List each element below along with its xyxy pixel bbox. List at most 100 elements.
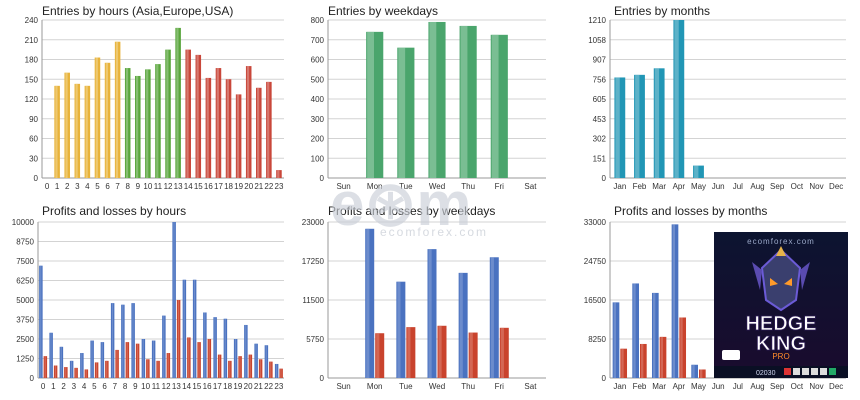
chart-title: Entries by months <box>614 4 710 18</box>
x-tick-label: 15 <box>192 382 201 391</box>
bar-highlight <box>146 69 149 178</box>
bar-highlight <box>255 343 257 378</box>
y-tick-label: 3750 <box>16 316 34 325</box>
y-tick-label: 0 <box>320 374 325 383</box>
chart-panel-1: Entries by hours (Asia,Europe,USA)030609… <box>25 4 284 191</box>
bar-highlight <box>125 68 129 178</box>
y-tick-label: 210 <box>25 36 39 45</box>
bar-highlight <box>204 312 206 378</box>
x-tick-label: 4 <box>82 382 87 391</box>
x-tick-label: 1 <box>51 382 56 391</box>
bar-highlight <box>214 317 216 378</box>
bar-highlight <box>95 362 98 378</box>
bar <box>614 77 626 178</box>
ecomforex-watermark: e⊛m ecomforex.com <box>330 170 486 239</box>
bar-highlight <box>398 47 406 179</box>
x-tick-label: 2 <box>61 382 66 391</box>
y-tick-label: 17250 <box>302 257 325 266</box>
bar <box>365 228 375 378</box>
bar-highlight <box>376 333 380 378</box>
x-tick-label: 14 <box>182 382 191 391</box>
x-tick-label: 20 <box>244 182 253 191</box>
bar <box>375 333 385 378</box>
x-tick-label: Jun <box>712 382 725 391</box>
x-tick-label: 14 <box>184 182 193 191</box>
x-tick-label: Sep <box>770 182 785 191</box>
bar-highlight <box>166 49 169 178</box>
bar <box>499 327 509 378</box>
y-tick-label: 33000 <box>584 218 607 227</box>
y-tick-label: 6250 <box>16 277 34 286</box>
knight-helmet-icon <box>752 246 810 312</box>
y-tick-label: 150 <box>25 75 39 84</box>
bar <box>659 336 667 378</box>
bar <box>679 317 687 378</box>
x-tick-label: Oct <box>791 182 804 191</box>
bar-highlight <box>652 292 656 378</box>
y-tick-label: 1058 <box>588 36 606 45</box>
bar-highlight <box>277 170 280 178</box>
bar-highlight <box>613 302 616 378</box>
ecom-logo-icon <box>722 350 740 360</box>
bar-highlight <box>55 85 58 178</box>
bar-highlight <box>177 300 180 378</box>
x-tick-label: 16 <box>204 182 213 191</box>
x-tick-label: 22 <box>264 382 273 391</box>
y-tick-label: 16500 <box>584 296 607 305</box>
bar <box>653 68 665 178</box>
bar-highlight <box>280 368 282 378</box>
x-tick-label: May <box>691 182 706 191</box>
x-tick-label: 17 <box>213 382 222 391</box>
bar-highlight <box>672 224 675 378</box>
bar-highlight <box>188 337 190 378</box>
bar-highlight <box>75 367 77 378</box>
x-tick-label: Apr <box>673 382 686 391</box>
bar-highlight <box>50 332 52 378</box>
bar-highlight <box>267 81 270 178</box>
bar <box>620 348 628 378</box>
bar-highlight <box>85 85 88 178</box>
chart-title: Entries by hours (Asia,Europe,USA) <box>42 4 233 18</box>
bar-highlight <box>621 348 624 378</box>
chart-title: Profits and losses by months <box>614 204 767 218</box>
bar <box>673 20 685 178</box>
x-tick-label: Dec <box>829 182 843 191</box>
x-tick-label: Thu <box>461 182 475 191</box>
chart-title: Profits and losses by weekdays <box>328 204 495 218</box>
x-tick-label: 13 <box>172 382 181 391</box>
x-tick-label: 8 <box>123 382 128 391</box>
y-tick-label: 23000 <box>302 218 325 227</box>
x-tick-label: Tue <box>399 382 413 391</box>
y-tick-label: 5750 <box>306 335 324 344</box>
x-tick-label: 11 <box>154 182 163 191</box>
y-tick-label: 151 <box>593 154 607 163</box>
bar-highlight <box>407 327 411 378</box>
bar <box>468 332 478 378</box>
bar <box>632 283 639 378</box>
bar-highlight <box>229 360 231 378</box>
bar-highlight <box>259 359 262 378</box>
x-tick-label: May <box>691 382 706 391</box>
x-tick-label: Mar <box>652 382 666 391</box>
x-tick-label: 21 <box>254 182 263 191</box>
bar-highlight <box>186 49 189 178</box>
x-tick-label: Sep <box>770 382 785 391</box>
bar-highlight <box>136 343 139 378</box>
y-tick-label: 60 <box>29 135 38 144</box>
y-tick-label: 120 <box>25 95 39 104</box>
x-tick-label: 9 <box>136 182 141 191</box>
bar-highlight <box>615 77 620 178</box>
bar <box>458 272 468 378</box>
bar-highlight <box>196 54 199 179</box>
bar <box>691 364 698 378</box>
x-tick-label: Jul <box>733 382 743 391</box>
bar <box>612 302 620 378</box>
bar-highlight <box>265 345 267 378</box>
bar-highlight <box>216 68 219 178</box>
x-tick-label: Sun <box>336 182 350 191</box>
y-tick-label: 1210 <box>588 16 606 25</box>
bar-highlight <box>85 369 87 378</box>
bar-highlight <box>236 94 240 178</box>
bar-highlight <box>500 327 504 378</box>
